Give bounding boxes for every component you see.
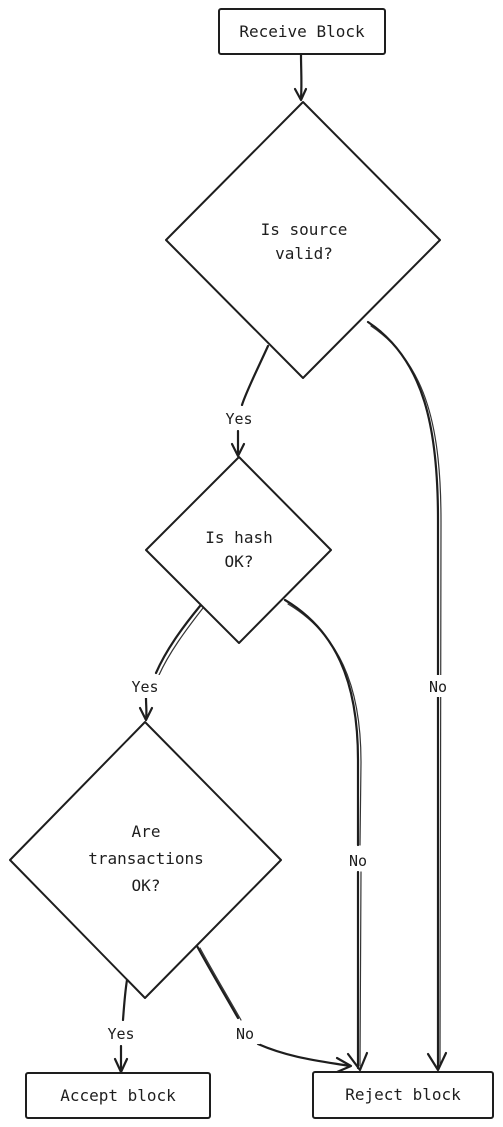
- edge-source-no: [366, 320, 448, 1072]
- node-receive-block: Receive Block: [218, 8, 386, 55]
- svg-text:No: No: [349, 852, 367, 870]
- svg-text:Yes: Yes: [107, 1025, 134, 1043]
- node-reject-block-label: Reject block: [345, 1085, 461, 1104]
- svg-text:Yes: Yes: [131, 678, 158, 696]
- edge-hash-no: [283, 598, 369, 1072]
- edge-label-source-yes: Yes: [220, 406, 258, 430]
- edge-label-hash-yes: Yes: [126, 675, 164, 698]
- decision-source-valid: Is source valid?: [165, 101, 441, 379]
- edge-label-hash-no: No: [343, 849, 373, 871]
- edge-transactions-no: [195, 944, 353, 1074]
- decision-source-valid-line-2: valid?: [275, 244, 333, 263]
- decision-transactions-ok: Are transactions OK?: [9, 721, 282, 999]
- decision-hash-ok: Is hash OK?: [145, 456, 332, 644]
- edge-source-yes: [230, 344, 270, 458]
- decision-hash-ok-line-1: Is hash: [205, 528, 272, 547]
- edge-label-transactions-no: No: [230, 1021, 260, 1044]
- node-accept-block-label: Accept block: [60, 1086, 176, 1105]
- decision-hash-ok-line-2: OK?: [225, 552, 254, 571]
- edge-label-transactions-yes: Yes: [101, 1021, 141, 1045]
- node-reject-block: Reject block: [312, 1071, 494, 1119]
- node-receive-block-label: Receive Block: [239, 22, 365, 41]
- node-accept-block: Accept block: [25, 1072, 211, 1119]
- svg-text:Yes: Yes: [225, 410, 252, 428]
- edge-label-source-no: No: [423, 675, 453, 697]
- decision-source-valid-line-1: Is source: [261, 220, 348, 239]
- decision-transactions-ok-line-3: OK?: [132, 876, 161, 895]
- decision-transactions-ok-line-1: Are: [132, 822, 161, 841]
- svg-text:No: No: [429, 678, 447, 696]
- edge-receive-to-source: [293, 53, 308, 102]
- decision-transactions-ok-line-2: transactions: [88, 849, 204, 868]
- edge-hash-yes: [138, 604, 204, 722]
- svg-text:No: No: [236, 1025, 254, 1043]
